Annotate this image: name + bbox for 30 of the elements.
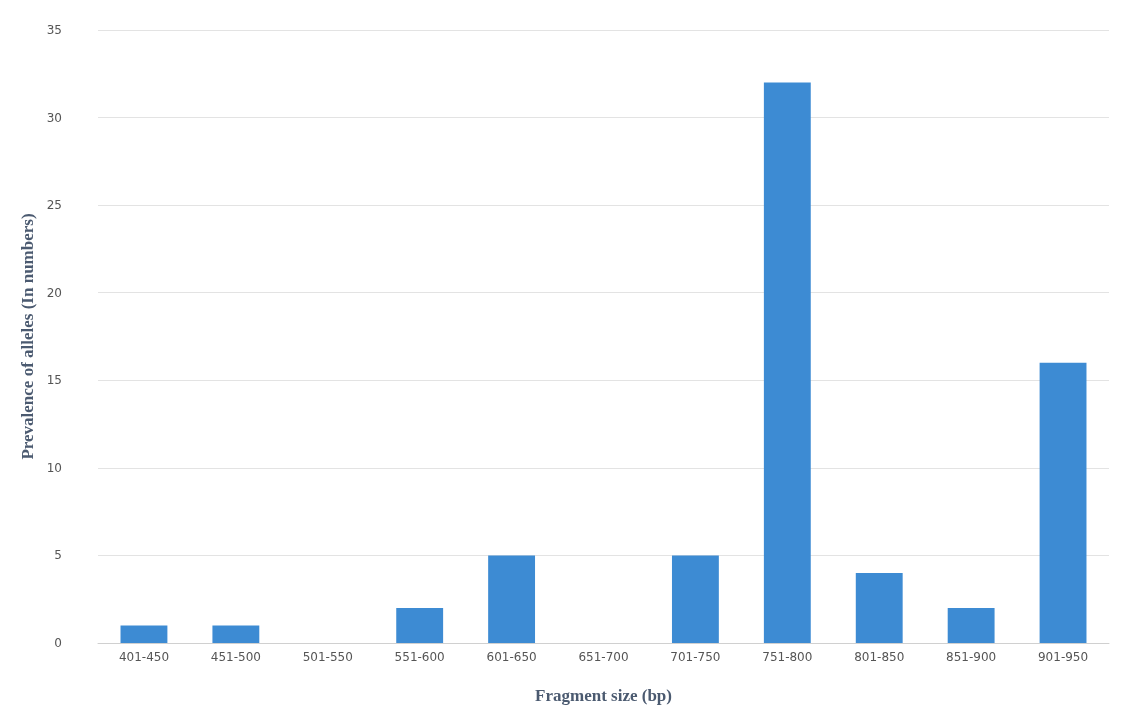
y-tick-label: 5 <box>54 548 62 563</box>
x-tick-label: 751-800 <box>762 650 813 664</box>
x-tick-label: 401-450 <box>118 650 170 664</box>
y-tick-label: 10 <box>46 460 62 475</box>
x-axis-title: Fragment size (bp) <box>535 686 672 705</box>
y-tick-label: 30 <box>46 110 62 125</box>
bar <box>855 572 903 643</box>
x-tick-label: 801-850 <box>854 650 905 664</box>
y-tick-label: 25 <box>46 198 62 213</box>
x-tick-label: 851-900 <box>946 650 997 664</box>
y-tick-label: 35 <box>46 23 62 37</box>
x-tick-label: 551-600 <box>394 650 445 664</box>
y-tick-label: 15 <box>46 373 62 388</box>
bar <box>947 607 995 643</box>
x-tick-label: 451-500 <box>210 650 261 664</box>
bar <box>763 82 811 643</box>
bar <box>1039 362 1087 643</box>
bar <box>396 607 444 643</box>
bar <box>671 555 719 643</box>
x-tick-label: 601-650 <box>486 650 537 664</box>
bar <box>120 625 168 643</box>
y-tick-label: 20 <box>46 285 62 300</box>
x-tick-label: 501-550 <box>302 650 353 664</box>
bar <box>488 555 536 643</box>
x-tick-label: 701-750 <box>670 650 721 664</box>
y-tick-label: 0 <box>54 636 62 650</box>
x-tick-label: 901-950 <box>1037 650 1089 664</box>
bar <box>212 625 260 643</box>
x-tick-label: 651-700 <box>578 650 629 664</box>
y-axis-title: Prevalence of alleles (In numbers) <box>17 213 37 460</box>
